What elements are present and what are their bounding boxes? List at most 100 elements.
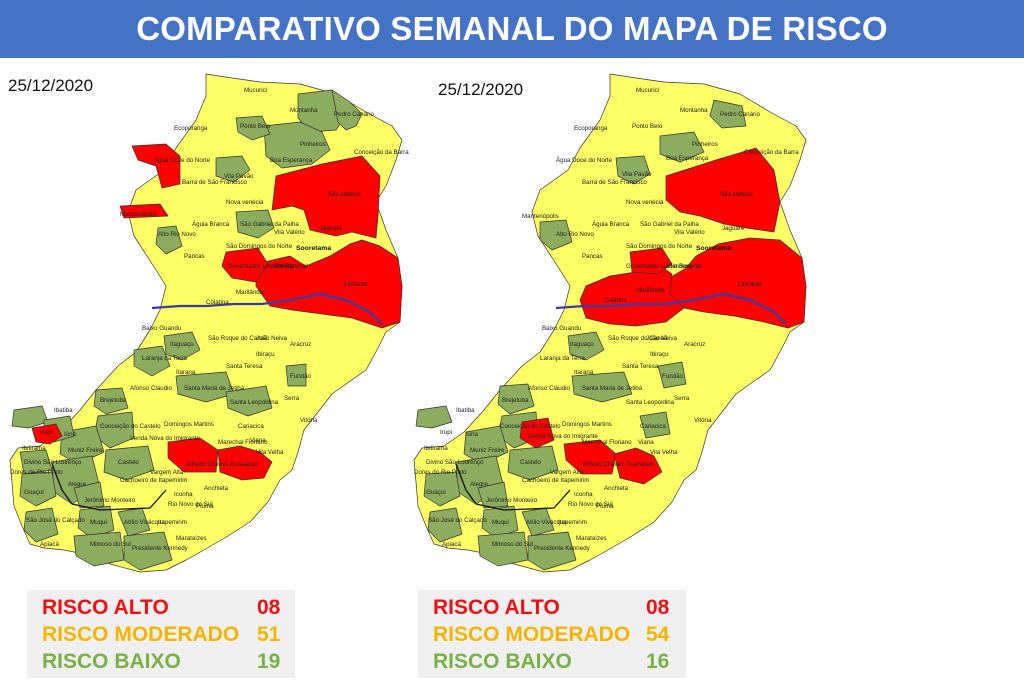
region-jeronimo <box>477 481 509 509</box>
legend-value-high: 08 <box>257 596 281 619</box>
region-santa-leopoldina <box>225 385 273 417</box>
region-brejetuba <box>93 387 129 415</box>
region-vila-pavao <box>615 155 651 185</box>
legend-left: RISCO ALTO 08 RISCO MODERADO 51 RISCO BA… <box>27 590 295 678</box>
municipality-label-ecoporanga: Ecoporanga <box>574 125 608 132</box>
municipality-label-mucurici: Mucurici <box>244 87 267 94</box>
municipality-label-iuna: Iúna <box>64 431 77 438</box>
municipality-label-baixo-guandu: Baixo Guandu <box>142 325 182 332</box>
municipality-label-conceicao-castelo: Conceição do Castelo <box>500 423 561 430</box>
region-fundao <box>657 361 687 389</box>
municipality-label-alfredo-chaves: Alfredo Chaves <box>186 461 228 468</box>
region-ibatiba <box>415 405 453 429</box>
municipality-label-iconha: Iconha <box>574 491 593 498</box>
region-itaguacu <box>567 331 605 361</box>
municipality-label-sooretama: Sooretama <box>296 245 331 252</box>
municipality-label-itapemirim: Itapemirim <box>558 519 587 526</box>
municipality-label-itarana: Itarana <box>176 369 196 376</box>
municipality-label-presidente-kennedy: Presidente Kennedy <box>534 545 591 552</box>
municipality-label-boa-esperanca: Boa Esperança <box>270 157 313 164</box>
risk-map-right: Mucurici Montanha Pedro Canário Ecoporan… <box>413 73 807 573</box>
municipality-label-pedro-canario: Pedro Canário <box>334 111 374 118</box>
municipality-label-vila-valerio: Vila Valério <box>674 229 705 236</box>
municipality-label-barra-sf: Barra de São Francisco <box>582 179 648 186</box>
municipality-label-ibitirama: Ibitirama <box>424 445 448 452</box>
municipality-label-iuna: Iúna <box>466 431 479 438</box>
municipality-label-sao-gabriel: São Gabriel da Palha <box>640 221 699 228</box>
region-boa-esperanca <box>659 131 705 163</box>
region-governador-high <box>221 247 269 283</box>
region-ponto-belo <box>235 115 271 141</box>
legend-label-high: RISCO ALTO <box>433 596 560 619</box>
municipality-label-atilio: Atílio Vivácqua <box>526 519 567 526</box>
municipality-label-sao-domingos: São Domingos do Norte <box>226 243 293 250</box>
municipality-label-serra: Serra <box>284 395 300 402</box>
municipality-label-vila-valerio: Vila Valério <box>274 229 305 236</box>
region-alfredo-chaves-high <box>563 439 617 475</box>
region-guarapari-high <box>217 445 273 481</box>
municipality-label-piuma: Piúma <box>196 503 214 510</box>
municipality-label-mantenopolis: Mantenópolis <box>120 211 157 218</box>
municipality-label-pancas: Pancas <box>582 253 603 260</box>
region-jeronimo <box>73 481 105 509</box>
municipality-label-marataizes: Marataízes <box>576 535 607 542</box>
municipality-label-marataizes: Marataízes <box>176 535 207 542</box>
region-ibatiba <box>11 405 49 429</box>
municipality-label-ibiracu: Ibiraçu <box>256 351 275 358</box>
municipality-label-pancas: Pancas <box>184 253 205 260</box>
municipality-label-agua-doce: Água Doce do Norte <box>556 157 613 164</box>
municipality-label-vitoria: Vitória <box>300 417 318 424</box>
municipality-label-jaguare: Jaguaré <box>320 225 343 232</box>
municipality-label-dores: Dores do Rio Preto <box>10 469 63 476</box>
municipality-label-sao-jose-calcado: São José do Calçado <box>428 517 487 524</box>
municipality-label-irupi: Irupi <box>40 429 52 436</box>
map-date-right: 25/12/2020 <box>438 80 524 99</box>
municipality-label-sao-gabriel: São Gabriel da Palha <box>240 221 299 228</box>
municipality-label-aracruz: Aracruz <box>684 341 705 348</box>
region-presidente-kennedy <box>527 531 577 571</box>
municipality-label-cachoeiro: Cachoeiro de Itapemirim <box>522 477 589 484</box>
region-santa-maria <box>175 371 235 403</box>
municipality-label-mucurici: Mucurici <box>636 87 659 94</box>
municipality-label-alegre: Alegre <box>68 481 86 488</box>
municipality-label-aguia-branca: Águia Branca <box>192 221 230 228</box>
municipality-label-divino: Divino São Lourenço <box>426 459 484 466</box>
municipality-label-iconha: Iconha <box>174 491 193 498</box>
municipality-label-alegre: Alegre <box>470 481 488 488</box>
region-divino <box>19 449 53 475</box>
region-pedro-canario <box>331 89 363 131</box>
region-agua-doce-high <box>131 143 181 189</box>
municipality-label-sooretama: Sooretama <box>696 245 731 252</box>
municipality-label-venda-nova: Venda Nova do Imigrante <box>130 435 200 442</box>
region-laranja-terra <box>133 345 171 377</box>
municipality-label-mimoso: Mimoso do Sul <box>492 541 533 548</box>
municipality-label-fundao: Fundão <box>662 373 684 380</box>
municipality-label-santa-teresa: Santa Teresa <box>622 363 659 370</box>
municipality-label-vitoria: Vitória <box>694 417 712 424</box>
municipality-label-mimoso: Mimoso do Sul <box>90 541 131 548</box>
legend-label-moderate: RISCO MODERADO <box>433 623 631 646</box>
municipality-label-apiaca: Apiacá <box>40 541 59 548</box>
page-title: COMPARATIVO SEMANAL DO MAPA DE RISCO <box>136 10 888 47</box>
municipality-label-cariacica: Cariacica <box>640 423 666 430</box>
municipality-label-guacui: Guaçuí <box>426 489 446 496</box>
municipality-label-vargem-alta: Vargem Alta <box>550 469 584 476</box>
municipality-labels: Mucurici Montanha Pedro Canário Ecoporan… <box>414 87 799 552</box>
municipality-label-muniz-freire: Muniz Freire <box>68 447 103 454</box>
region-mantenopolis-high <box>119 203 169 219</box>
municipality-label-jeronimo: Jerônimo Monteiro <box>84 497 136 504</box>
region-sao-mateus-high <box>271 155 381 239</box>
municipality-label-sao-mateus: São Mateus <box>328 191 361 198</box>
municipality-label-colatina: Colatina <box>604 297 627 304</box>
municipality-label-atilio: Atílio Vivácqua <box>124 519 165 526</box>
municipality-label-vila-velha: Vila Velha <box>650 449 678 456</box>
municipality-label-santa-leopoldina: Santa Leopoldina <box>626 399 675 406</box>
municipality-label-divino: Divino São Lourenço <box>24 459 82 466</box>
municipality-label-governador-lindenberg: Governador Lindenberg <box>626 263 692 270</box>
region-atilio <box>117 507 151 537</box>
region-guarapari-high <box>613 447 663 485</box>
municipality-label-conceicao-castelo: Conceição do Castelo <box>100 423 161 430</box>
municipality-label-rio-novo-sul: Rio Novo do Sul <box>568 501 613 508</box>
municipality-label-venda-nova: Venda Nova do Imigrante <box>528 433 598 440</box>
municipality-label-muqui: Muqui <box>492 519 509 526</box>
